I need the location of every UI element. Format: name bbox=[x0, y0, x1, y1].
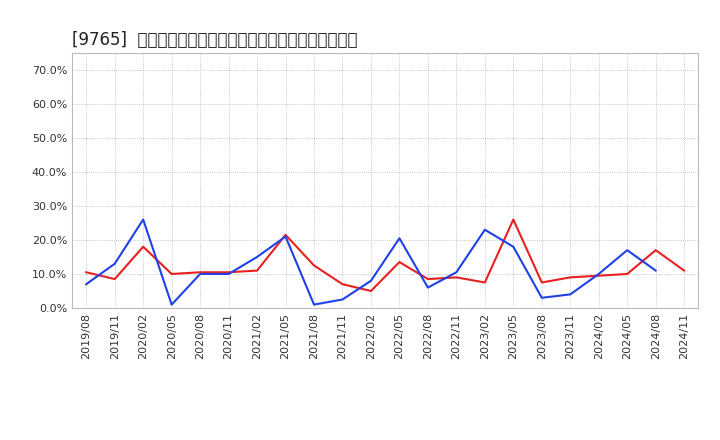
現預金 bbox=[509, 217, 518, 222]
有利子負債 bbox=[480, 227, 489, 232]
有利子負債 bbox=[595, 271, 603, 277]
現預金 bbox=[196, 270, 204, 275]
有利子負債 bbox=[110, 261, 119, 266]
有利子負債 bbox=[423, 285, 432, 290]
現預金 bbox=[395, 260, 404, 265]
有利子負債 bbox=[566, 292, 575, 297]
Text: [9765]  現預金、有利子負債の総資産に対する比率の推移: [9765] 現預金、有利子負債の総資産に対する比率の推移 bbox=[72, 31, 358, 49]
現預金 bbox=[595, 273, 603, 279]
有利子負債 bbox=[509, 244, 518, 249]
現預金 bbox=[167, 271, 176, 277]
現預金 bbox=[282, 232, 290, 238]
有利子負債 bbox=[395, 235, 404, 241]
有利子負債 bbox=[338, 297, 347, 302]
有利子負債 bbox=[366, 278, 375, 283]
有利子負債 bbox=[537, 295, 546, 301]
現預金 bbox=[623, 271, 631, 277]
現預金 bbox=[566, 275, 575, 280]
有利子負債 bbox=[225, 271, 233, 277]
有利子負債 bbox=[652, 268, 660, 273]
現預金 bbox=[423, 276, 432, 282]
有利子負債 bbox=[167, 302, 176, 307]
有利子負債 bbox=[196, 271, 204, 277]
現預金 bbox=[537, 280, 546, 285]
現預金 bbox=[680, 268, 688, 273]
有利子負債 bbox=[310, 302, 318, 307]
現預金 bbox=[82, 270, 91, 275]
有利子負債 bbox=[82, 282, 91, 287]
有利子負債 bbox=[623, 248, 631, 253]
現預金 bbox=[366, 288, 375, 293]
現預金 bbox=[338, 282, 347, 287]
現預金 bbox=[110, 276, 119, 282]
有利子負債 bbox=[139, 217, 148, 222]
Line: 現預金: 現預金 bbox=[86, 220, 684, 291]
現預金 bbox=[253, 268, 261, 273]
現預金 bbox=[139, 244, 148, 249]
現預金 bbox=[652, 248, 660, 253]
有利子負債 bbox=[282, 234, 290, 239]
有利子負債 bbox=[452, 270, 461, 275]
現預金 bbox=[452, 275, 461, 280]
現預金 bbox=[480, 280, 489, 285]
現預金 bbox=[310, 263, 318, 268]
現預金 bbox=[225, 270, 233, 275]
有利子負債 bbox=[253, 254, 261, 260]
Line: 有利子負債: 有利子負債 bbox=[86, 220, 656, 304]
